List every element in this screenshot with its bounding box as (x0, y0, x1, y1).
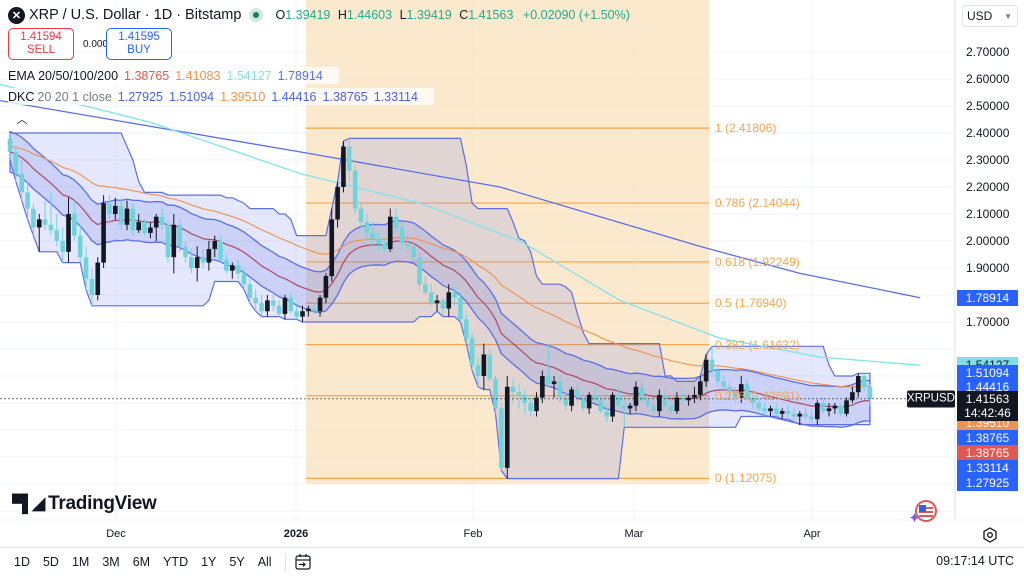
logo-text: TradingView (48, 493, 157, 514)
fib-level-label: 0.236 (1.42691) (715, 388, 800, 403)
time-tick: Mar (624, 528, 644, 540)
range-button-6m[interactable]: 6M (132, 555, 151, 569)
dkc-legend[interactable]: DKC 20 20 1 close 1.27925 1.51094 1.39510 1… (8, 88, 434, 105)
symbol-title[interactable]: XRP / U.S. Dollar · 1D · Bitstamp (29, 7, 242, 23)
close-key: C (459, 8, 469, 22)
buy-label: BUY (127, 44, 151, 56)
indicator-value: 1.54127 (226, 68, 272, 83)
range-button-1y[interactable]: 1Y (201, 555, 217, 569)
price-tick: 2.20000 (966, 180, 1010, 194)
currency-select[interactable]: USD ▼ (962, 5, 1018, 27)
range-buttons: 1D 5D 1M 3M 6M YTD 1Y 5Y All (14, 555, 285, 569)
currency-value: USD (967, 9, 993, 23)
dkc-params: 20 20 1 close (37, 89, 112, 104)
low-key: L (399, 8, 407, 22)
spread-value: 0.00001 (83, 39, 120, 50)
open-key: O (275, 8, 286, 22)
price-badge: 1.78914 (957, 289, 1018, 306)
price-tick: 2.60000 (966, 72, 1010, 86)
indicator-value: 1.44416 (271, 89, 317, 104)
buy-price: 1.41595 (118, 31, 160, 43)
ema-values: 1.38765 1.41083 1.54127 1.78914 (124, 69, 329, 83)
time-tick: Feb (463, 528, 483, 540)
close-value: 1.41563 (468, 8, 514, 22)
range-button-1d[interactable]: 1D (14, 555, 30, 569)
dkc-values: 1.27925 1.51094 1.39510 1.44416 1.38765 1.331… (118, 90, 424, 104)
last-price-badge: 1.41563 14:42:46 (957, 390, 1018, 421)
fib-level-label: 1 (2.41806) (715, 121, 777, 136)
chart-header: ✕ XRP / U.S. Dollar · 1D · Bitstamp O1.3… (8, 5, 630, 25)
indicator-value: 1.78914 (277, 68, 323, 83)
go-to-date-icon[interactable] (294, 553, 312, 571)
price-badge: 1.27925 (957, 474, 1018, 491)
us-flag-icon[interactable] (908, 498, 938, 524)
indicator-value: 1.41083 (175, 68, 221, 83)
x-logo-icon: ✕ (8, 6, 25, 24)
ema-name: EMA (8, 68, 36, 83)
indicator-value: 1.38765 (322, 89, 368, 104)
open-value: 1.39419 (285, 8, 331, 22)
market-open-icon (249, 8, 264, 22)
toolbar-divider (284, 553, 286, 571)
indicator-value: 1.38765 (124, 68, 170, 83)
fib-level-label: 0 (1.12075) (715, 471, 777, 486)
price-tick: 1.90000 (966, 261, 1010, 275)
symbol-price-tag: XRPUSD (907, 390, 955, 408)
fib-level-label: 0.618 (1.92249) (715, 254, 800, 269)
price-tick: 2.00000 (966, 234, 1010, 248)
collapse-legend-button[interactable]: ︿ (10, 110, 34, 128)
fib-level-label: 0.5 (1.76940) (715, 296, 787, 311)
tradingview-logo[interactable]: ▀▌◢ TradingView (12, 493, 157, 515)
sell-price: 1.41594 (20, 31, 62, 43)
utc-clock[interactable]: 09:17:14 UTC (936, 554, 1014, 568)
buy-button[interactable]: 1.41595 BUY (106, 28, 172, 60)
range-button-all[interactable]: All (257, 555, 272, 569)
candlesticks (7, 133, 873, 479)
chevron-down-icon: ▼ (1004, 11, 1012, 21)
price-tick: 2.40000 (966, 126, 1010, 140)
indicator-value: 1.39510 (220, 89, 266, 104)
price-badge: 1.33114 (957, 459, 1018, 476)
high-value: 1.44603 (346, 8, 393, 22)
range-button-3m[interactable]: 3M (102, 555, 120, 569)
indicator-value: 1.27925 (117, 89, 163, 104)
settings-icon[interactable] (982, 527, 998, 543)
sell-button[interactable]: 1.41594 SELL (8, 28, 74, 60)
ema-params: 20/50/100/200 (38, 68, 119, 83)
price-badge: 1.38765 (957, 444, 1018, 461)
high-key: H (337, 8, 347, 22)
range-button-5y[interactable]: 5Y (229, 555, 245, 569)
price-change: +0.02090 (+1.50%) (522, 8, 630, 22)
range-button-1m[interactable]: 1M (71, 555, 90, 569)
low-value: 1.39419 (406, 8, 452, 22)
price-tick: 1.70000 (966, 315, 1010, 329)
indicator-value: 1.51094 (168, 89, 215, 104)
price-tick: 2.10000 (966, 207, 1010, 221)
time-tick: Apr (803, 528, 821, 540)
ema-lines (0, 83, 921, 408)
bar-countdown: 14:42:46 (964, 405, 1011, 420)
range-button-ytd[interactable]: YTD (163, 555, 189, 569)
price-badge: 1.38765 (957, 429, 1018, 446)
time-tick: 2026 (283, 528, 309, 540)
price-tick: 2.50000 (966, 99, 1010, 113)
range-button-5d[interactable]: 5D (42, 555, 59, 569)
price-tick: 2.30000 (966, 153, 1010, 167)
tv-logo-icon: ▀▌◢ (12, 494, 45, 513)
ema-legend[interactable]: EMA 20/50/100/200 1.38765 1.41083 1.54127 1… (8, 67, 339, 84)
dkc-name: DKC (8, 89, 35, 104)
time-tick: Dec (106, 528, 126, 540)
price-tick: 2.70000 (966, 45, 1010, 59)
bottom-toolbar: 1D 5D 1M 3M 6M YTD 1Y 5Y All (0, 547, 1024, 576)
last-price: 1.41563 (965, 391, 1010, 406)
sell-label: SELL (26, 44, 56, 56)
price-badge: 1.51094 (957, 365, 1018, 382)
indicator-value: 1.33114 (373, 89, 418, 104)
ohlc-values: O1.39419 H1.44603 L1.39419 C1.41563 +0.0… (271, 8, 629, 22)
fib-level-label: 0.382 (1.61632) (715, 337, 800, 352)
chevron-up-icon: ︿ (16, 114, 28, 126)
fib-level-label: 0.786 (2.14044) (715, 196, 800, 211)
